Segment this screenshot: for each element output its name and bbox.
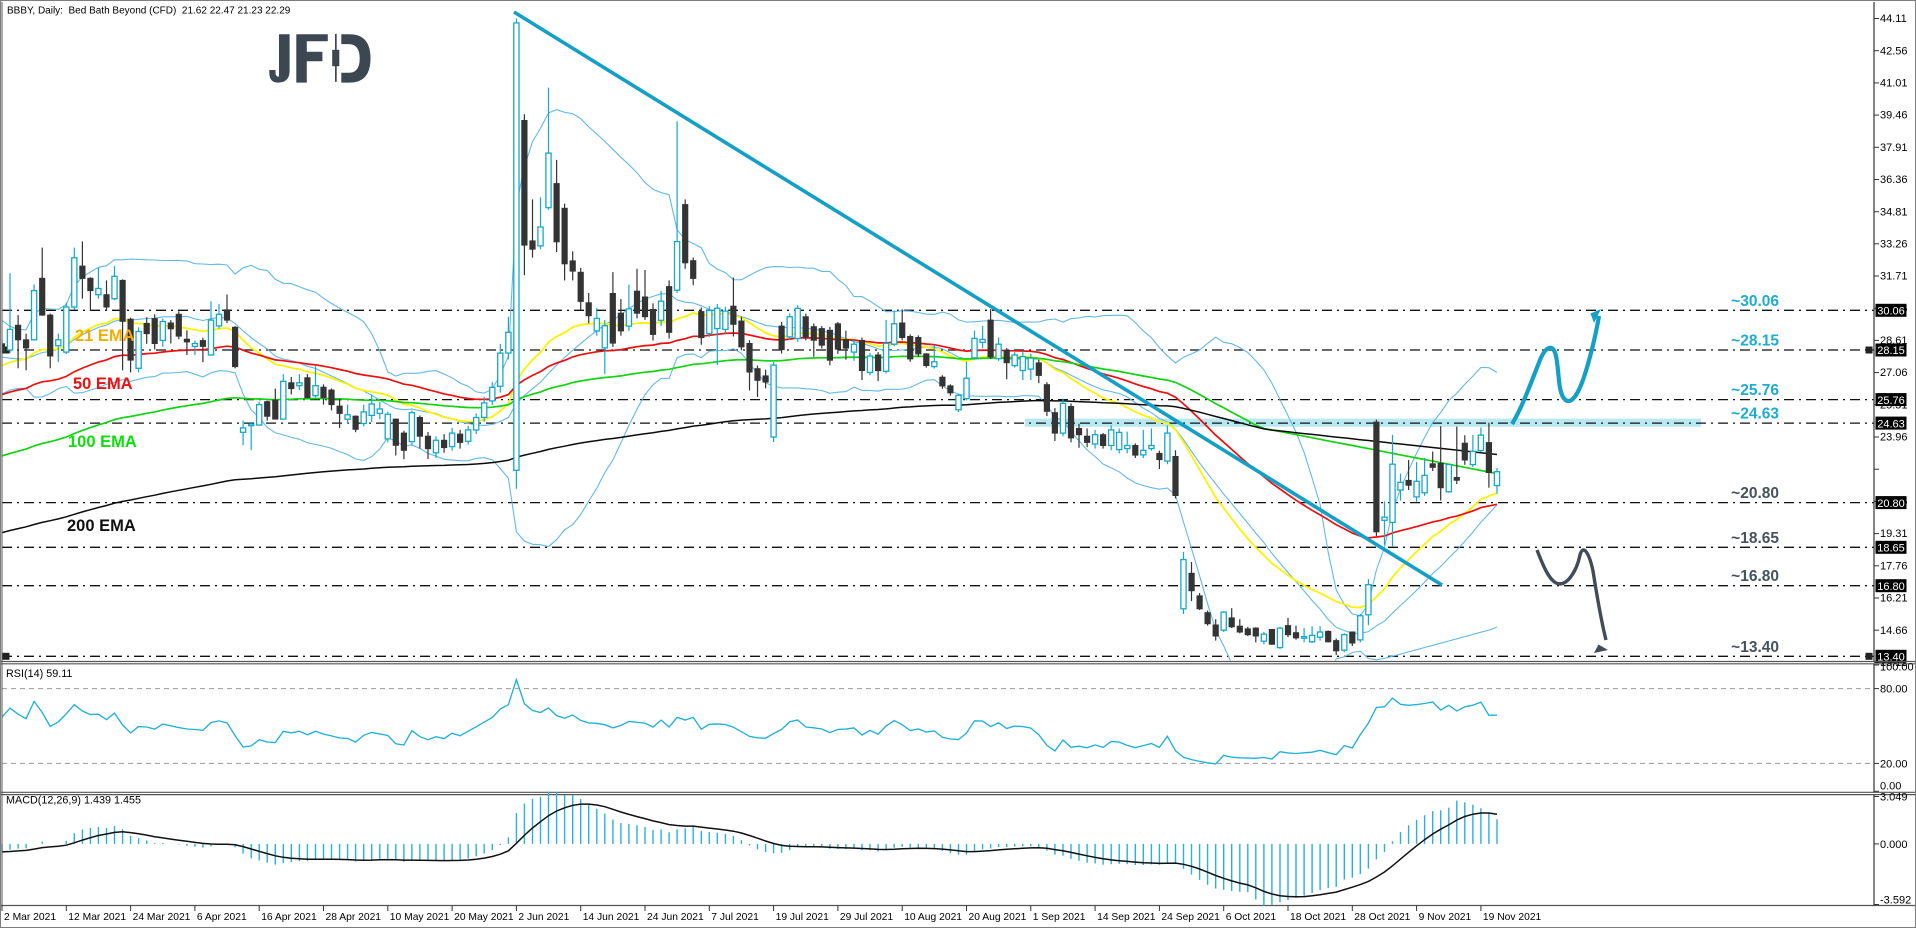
- svg-text:6 Apr 2021: 6 Apr 2021: [197, 912, 247, 923]
- svg-text:37.91: 37.91: [1880, 142, 1908, 154]
- svg-text:24 Mar 2021: 24 Mar 2021: [133, 912, 191, 923]
- svg-text:2 Mar 2021: 2 Mar 2021: [4, 912, 56, 923]
- svg-text:10 Aug 2021: 10 Aug 2021: [904, 912, 962, 923]
- svg-text:29 Jul 2021: 29 Jul 2021: [840, 912, 894, 923]
- svg-text:33.26: 33.26: [1880, 238, 1908, 250]
- svg-text:6 Oct 2021: 6 Oct 2021: [1226, 912, 1277, 923]
- svg-text:31.71: 31.71: [1880, 271, 1908, 283]
- svg-text:~30.06: ~30.06: [1731, 293, 1779, 310]
- svg-text:39.46: 39.46: [1880, 110, 1908, 122]
- svg-text:RSI(14) 59.11: RSI(14) 59.11: [6, 668, 72, 680]
- svg-text:19.31: 19.31: [1880, 528, 1908, 540]
- svg-text:~13.40: ~13.40: [1731, 639, 1779, 656]
- svg-text:~24.63: ~24.63: [1731, 406, 1779, 423]
- svg-text:80.00: 80.00: [1880, 684, 1908, 696]
- svg-text:13.40: 13.40: [1877, 652, 1905, 664]
- svg-text:19 Nov 2021: 19 Nov 2021: [1483, 912, 1542, 923]
- svg-text:17.76: 17.76: [1880, 560, 1908, 572]
- svg-text:36.36: 36.36: [1880, 174, 1908, 186]
- svg-text:0.00: 0.00: [1880, 781, 1901, 793]
- svg-text:14 Jun 2021: 14 Jun 2021: [583, 912, 640, 923]
- svg-text:28.15: 28.15: [1877, 345, 1905, 357]
- svg-text:25.76: 25.76: [1877, 395, 1905, 407]
- svg-text:10 May 2021: 10 May 2021: [390, 912, 450, 923]
- svg-text:1 Sep 2021: 1 Sep 2021: [1033, 912, 1086, 923]
- svg-text:28 Oct 2021: 28 Oct 2021: [1354, 912, 1410, 923]
- svg-text:3.049: 3.049: [1880, 792, 1908, 804]
- svg-text:44.11: 44.11: [1880, 13, 1907, 25]
- svg-text:41.01: 41.01: [1880, 78, 1908, 90]
- svg-text:16.80: 16.80: [1877, 581, 1905, 593]
- svg-text:16.21: 16.21: [1880, 593, 1908, 605]
- svg-text:MACD(12,26,9) 1.439 1.455: MACD(12,26,9) 1.439 1.455: [6, 795, 141, 807]
- svg-text:-3.592: -3.592: [1880, 895, 1911, 907]
- svg-text:12 Mar 2021: 12 Mar 2021: [68, 912, 126, 923]
- svg-text:~20.80: ~20.80: [1731, 485, 1779, 502]
- svg-text:200 EMA: 200 EMA: [67, 517, 136, 535]
- svg-text:27.06: 27.06: [1880, 367, 1908, 379]
- svg-text:21 EMA: 21 EMA: [75, 327, 135, 345]
- svg-text:~25.76: ~25.76: [1731, 382, 1779, 399]
- svg-text:23.96: 23.96: [1880, 432, 1908, 444]
- svg-text:100 EMA: 100 EMA: [68, 433, 137, 451]
- svg-text:18 Oct 2021: 18 Oct 2021: [1290, 912, 1346, 923]
- svg-text:24.63: 24.63: [1877, 418, 1905, 430]
- svg-text:20 Aug 2021: 20 Aug 2021: [969, 912, 1027, 923]
- svg-text:30.06: 30.06: [1877, 306, 1905, 318]
- svg-text:28 Apr 2021: 28 Apr 2021: [326, 912, 382, 923]
- svg-text:14.66: 14.66: [1880, 625, 1908, 637]
- svg-text:19 Jul 2021: 19 Jul 2021: [776, 912, 830, 923]
- svg-text:9 Nov 2021: 9 Nov 2021: [1419, 912, 1472, 923]
- svg-text:16 Apr 2021: 16 Apr 2021: [261, 912, 317, 923]
- svg-text:20.80: 20.80: [1877, 498, 1905, 510]
- svg-text:7 Jul 2021: 7 Jul 2021: [711, 912, 759, 923]
- svg-text:~28.15: ~28.15: [1731, 333, 1779, 350]
- svg-text:50 EMA: 50 EMA: [73, 375, 133, 393]
- svg-text:BBBY, Daily: Bed Bath Beyond: BBBY, Daily: Bed Bath Beyond (CFD) 21.62…: [7, 6, 291, 17]
- svg-text:42.56: 42.56: [1880, 45, 1908, 57]
- svg-text:18.65: 18.65: [1877, 543, 1905, 555]
- svg-text:24 Jun 2021: 24 Jun 2021: [647, 912, 704, 923]
- svg-text:20 May 2021: 20 May 2021: [454, 912, 514, 923]
- svg-text:~18.65: ~18.65: [1731, 530, 1779, 547]
- svg-text:34.81: 34.81: [1880, 206, 1908, 218]
- svg-text:100.00: 100.00: [1880, 662, 1914, 674]
- svg-text:14 Sep 2021: 14 Sep 2021: [1097, 912, 1156, 923]
- svg-text:0.000: 0.000: [1880, 839, 1908, 851]
- svg-text:24 Sep 2021: 24 Sep 2021: [1161, 912, 1220, 923]
- svg-text:~16.80: ~16.80: [1731, 568, 1779, 585]
- svg-text:2 Jun 2021: 2 Jun 2021: [518, 912, 569, 923]
- svg-text:20.00: 20.00: [1880, 758, 1908, 770]
